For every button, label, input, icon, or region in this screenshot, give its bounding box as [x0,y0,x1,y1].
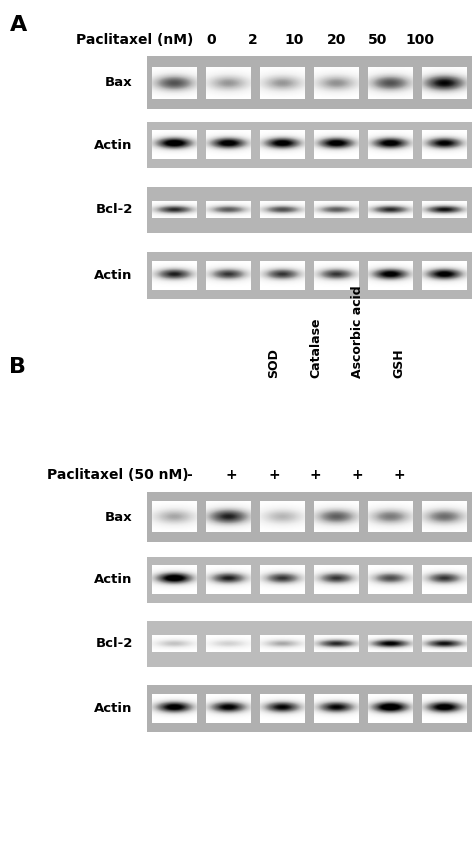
Text: Bcl-2: Bcl-2 [95,637,133,650]
Text: 10: 10 [285,34,304,47]
Text: 20: 20 [327,34,346,47]
Text: Actin: Actin [94,139,133,151]
Text: +: + [352,468,363,482]
Text: Actin: Actin [94,269,133,282]
Text: Actin: Actin [94,574,133,586]
Bar [147,492,472,542]
Text: GSH: GSH [392,349,406,378]
Text: Paclitaxel (nM): Paclitaxel (nM) [76,34,193,47]
Bar [147,621,472,667]
Text: -: - [187,468,192,482]
Text: +: + [310,468,321,482]
Text: B: B [9,357,27,378]
Text: +: + [393,468,405,482]
Bar [147,685,472,732]
Text: Paclitaxel (50 nM): Paclitaxel (50 nM) [47,468,189,482]
Bar [147,557,472,603]
Text: 2: 2 [248,34,257,47]
Bar [147,252,472,299]
Text: 50: 50 [368,34,387,47]
Text: Bax: Bax [105,510,133,524]
Text: Actin: Actin [94,702,133,715]
Text: Catalase: Catalase [309,318,322,378]
Bar [147,56,472,109]
Text: +: + [268,468,280,482]
Text: SOD: SOD [267,348,281,378]
Text: Bcl-2: Bcl-2 [95,204,133,216]
Bar [147,187,472,233]
Text: Ascorbic acid: Ascorbic acid [351,286,364,378]
Text: Bax: Bax [105,77,133,89]
Text: 0: 0 [206,34,216,47]
Text: +: + [226,468,237,482]
Text: 100: 100 [405,34,434,47]
Bar [147,122,472,168]
Text: A: A [9,15,27,35]
